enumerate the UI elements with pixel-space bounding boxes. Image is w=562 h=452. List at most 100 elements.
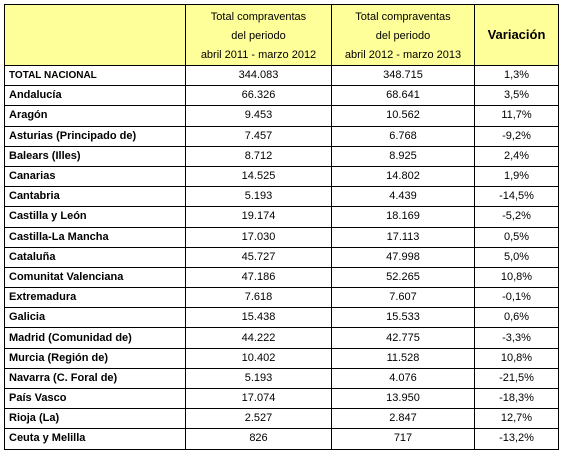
table-row: Comunitat Valenciana 47.186 52.265 10,8% [4, 266, 559, 289]
region-name: Madrid (Comunidad de) [4, 327, 186, 349]
table-row: Rioja (La) 2.527 2.847 12,7% [4, 408, 559, 430]
variation-value: -5,2% [474, 206, 559, 228]
table-row: Castilla y León 19.174 18.169 -5,2% [4, 206, 559, 228]
region-name: Canarias [4, 165, 186, 188]
variation-value: -9,2% [474, 125, 559, 147]
header-line: del periodo [231, 30, 286, 42]
header-line: del periodo [375, 30, 431, 42]
value-2012-2013: 4.076 [331, 367, 475, 390]
value-2012-2013: 68.641 [331, 85, 475, 107]
variation-value: -3,3% [474, 327, 559, 349]
variation-value: 1,9% [474, 165, 559, 188]
table-row: Extremadura 7.618 7.607 -0,1% [4, 287, 559, 309]
value-2012-2013: 717 [331, 428, 475, 450]
compraventas-table: Total compraventas del periodo abril 201… [4, 4, 559, 450]
header-period-2012-2013: Total compraventas del periodo abril 201… [331, 4, 475, 66]
table-row: Ceuta y Melilla 826 717 -13,2% [4, 428, 559, 450]
header-period-2011-2012: Total compraventas del periodo abril 201… [185, 4, 332, 66]
variation-value: 10,8% [474, 266, 559, 289]
table-row: Andalucía 66.326 68.641 3,5% [4, 85, 559, 107]
value-2012-2013: 2.847 [331, 408, 475, 430]
region-name: Cataluña [4, 246, 186, 268]
variation-value: 3,5% [474, 85, 559, 107]
region-name: Balears (Illes) [4, 145, 186, 167]
region-name: Galicia [4, 307, 186, 329]
header-variation: Variación [474, 4, 559, 66]
table-row: Madrid (Comunidad de) 44.222 42.775 -3,3% [4, 327, 559, 349]
value-2011-2012: 15.438 [185, 307, 332, 329]
header-line: Total compraventas [355, 11, 451, 23]
region-name: Asturias (Principado de) [4, 125, 186, 147]
value-2011-2012: 7.618 [185, 287, 332, 309]
value-2012-2013: 348.715 [331, 64, 475, 87]
variation-value: 10,8% [474, 347, 559, 369]
value-2012-2013: 8.925 [331, 145, 475, 167]
table-row: Galicia 15.438 15.533 0,6% [4, 307, 559, 329]
variation-value: 0,6% [474, 307, 559, 329]
value-2012-2013: 15.533 [331, 307, 475, 329]
value-2011-2012: 44.222 [185, 327, 332, 349]
value-2011-2012: 8.712 [185, 145, 332, 167]
table-row: Balears (Illes) 8.712 8.925 2,4% [4, 145, 559, 167]
variation-value: 12,7% [474, 408, 559, 430]
value-2011-2012: 47.186 [185, 266, 332, 289]
value-2012-2013: 4.439 [331, 186, 475, 208]
value-2012-2013: 52.265 [331, 266, 475, 289]
value-2011-2012: 10.402 [185, 347, 332, 369]
value-2012-2013: 13.950 [331, 387, 475, 410]
table-row: Murcia (Región de) 10.402 11.528 10,8% [4, 347, 559, 369]
region-name: Andalucía [4, 85, 186, 107]
region-name: País Vasco [4, 387, 186, 410]
variation-value: 5,0% [474, 246, 559, 268]
region-name: Cantabria [4, 186, 186, 208]
value-2011-2012: 2.527 [185, 408, 332, 430]
variation-value: -13,2% [474, 428, 559, 450]
value-2011-2012: 5.193 [185, 186, 332, 208]
header-line: Total compraventas [210, 11, 307, 23]
value-2011-2012: 7.457 [185, 125, 332, 147]
value-2012-2013: 14.802 [331, 165, 475, 188]
table-row: Castilla-La Mancha 17.030 17.113 0,5% [4, 226, 559, 248]
region-name: Ceuta y Melilla [4, 428, 186, 450]
region-name: Castilla y León [4, 206, 186, 228]
region-name: Navarra (C. Foral de) [4, 367, 186, 390]
region-name: Murcia (Región de) [4, 347, 186, 369]
value-2012-2013: 10.562 [331, 105, 475, 127]
variation-value: 0,5% [474, 226, 559, 248]
table-row: Canarias 14.525 14.802 1,9% [4, 165, 559, 188]
table-row: País Vasco 17.074 13.950 -18,3% [4, 387, 559, 410]
header-region-empty [4, 4, 186, 66]
value-2012-2013: 47.998 [331, 246, 475, 268]
value-2011-2012: 17.074 [185, 387, 332, 410]
value-2011-2012: 66.326 [185, 85, 332, 107]
variation-value: -0,1% [474, 287, 559, 309]
header-line: abril 2011 - marzo 2012 [200, 49, 317, 61]
value-2011-2012: 826 [185, 428, 332, 450]
region-name: Rioja (La) [4, 408, 186, 430]
variation-value: -21,5% [474, 367, 559, 390]
table-row: Asturias (Principado de) 7.457 6.768 -9,2% [4, 125, 559, 147]
value-2012-2013: 17.113 [331, 226, 475, 248]
value-2011-2012: 45.727 [185, 246, 332, 268]
value-2011-2012: 19.174 [185, 206, 332, 228]
variation-value: -18,3% [474, 387, 559, 410]
value-2012-2013: 11.528 [331, 347, 475, 369]
variation-value: 11,7% [474, 105, 559, 127]
variation-value: 2,4% [474, 145, 559, 167]
value-2012-2013: 7.607 [331, 287, 475, 309]
value-2011-2012: 9.453 [185, 105, 332, 127]
region-name: Extremadura [4, 287, 186, 309]
value-2011-2012: 5.193 [185, 367, 332, 390]
region-name: Aragón [4, 105, 186, 127]
variation-value: 1,3% [474, 64, 559, 87]
table-header-row: Total compraventas del periodo abril 201… [4, 4, 559, 66]
region-name: Comunitat Valenciana [4, 266, 186, 289]
header-line: abril 2012 - marzo 2013 [344, 49, 462, 61]
value-2012-2013: 42.775 [331, 327, 475, 349]
table-row: Aragón 9.453 10.562 11,7% [4, 105, 559, 127]
value-2012-2013: 18.169 [331, 206, 475, 228]
region-name: Castilla-La Mancha [4, 226, 186, 248]
value-2011-2012: 14.525 [185, 165, 332, 188]
value-2012-2013: 6.768 [331, 125, 475, 147]
region-name: TOTAL NACIONAL [4, 64, 186, 87]
